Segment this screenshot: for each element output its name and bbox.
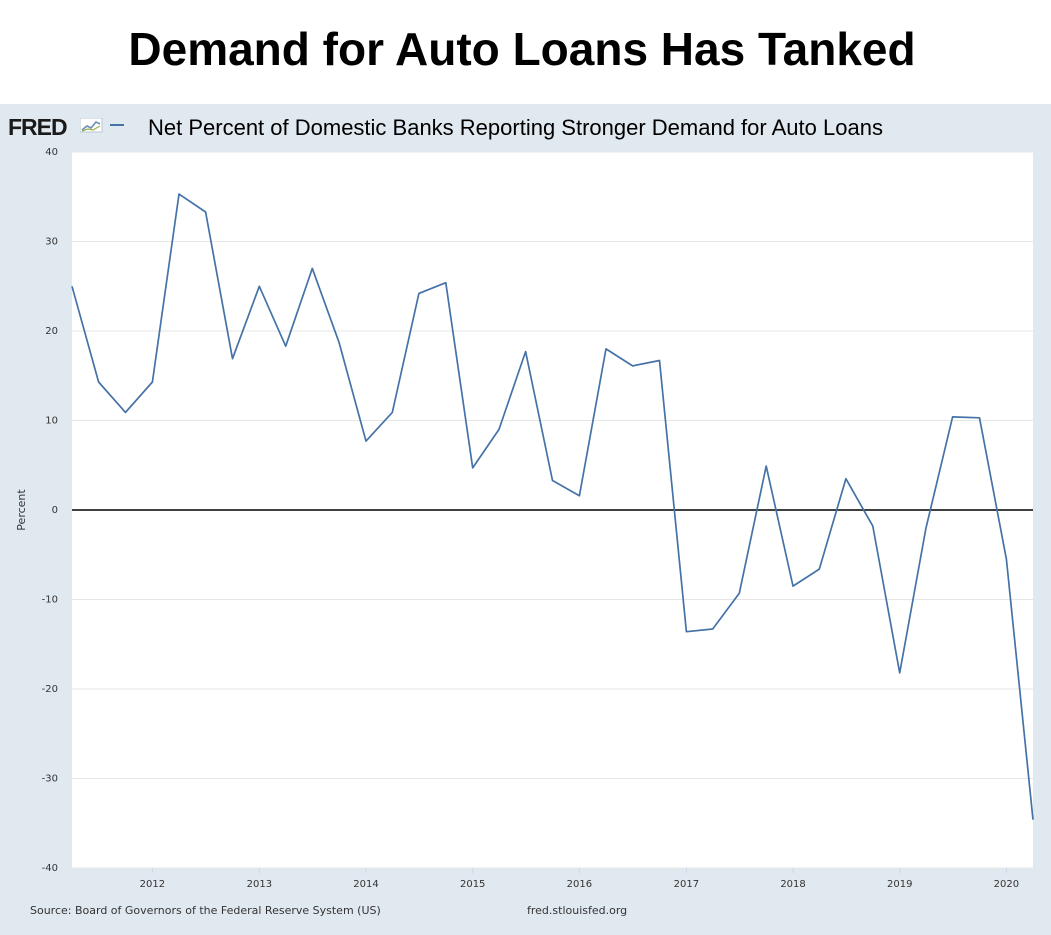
x-tick-label: 2015: [460, 879, 485, 890]
y-tick-label: -40: [42, 863, 58, 874]
y-axis-label: Percent: [15, 489, 28, 531]
x-tick-label: 2019: [887, 879, 912, 890]
y-tick-label: 20: [45, 326, 58, 337]
page-title: Demand for Auto Loans Has Tanked: [128, 23, 916, 75]
x-tick-label: 2012: [140, 879, 165, 890]
y-tick-label: 0: [52, 505, 58, 516]
x-tick-label: 2013: [247, 879, 272, 890]
x-tick-label: 2014: [353, 879, 378, 890]
series-line[interactable]: [71, 193, 1034, 820]
x-tick-label: 2016: [567, 879, 592, 890]
y-tick-label: -20: [42, 684, 58, 695]
fred-chart-panel: FRED Net Percent of Domestic Banks Repor…: [0, 104, 1051, 935]
legend-line-icon: [110, 124, 124, 126]
y-tick-label: -10: [42, 595, 58, 606]
y-axis-ticks: 40 30 20 10 0 -10 -20 -30 -40: [42, 147, 58, 874]
y-tick-label: 30: [45, 237, 58, 248]
y-tick-label: 40: [45, 147, 58, 158]
gridlines: [72, 151, 1033, 869]
fred-logo-chart-icon: [80, 118, 103, 133]
x-axis-ticks: 2012 2013 2014 2015 2016 2017 2018 2019 2020: [140, 868, 1019, 890]
x-tick-label: 2018: [780, 879, 805, 890]
x-tick-label: 2020: [994, 879, 1019, 890]
fred-logo[interactable]: FRED: [8, 114, 68, 140]
source-url-link[interactable]: fred.stlouisfed.org: [527, 904, 628, 917]
y-tick-label: 10: [45, 416, 58, 427]
y-tick-label: -30: [42, 774, 58, 785]
source-note: Source: Board of Governors of the Federa…: [30, 904, 381, 917]
x-tick-label: 2017: [674, 879, 699, 890]
chart-title: Net Percent of Domestic Banks Reporting …: [148, 115, 883, 140]
